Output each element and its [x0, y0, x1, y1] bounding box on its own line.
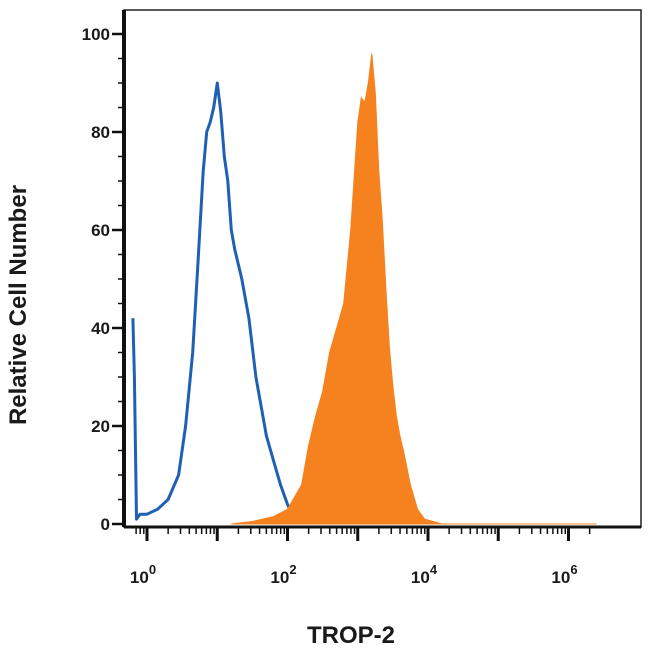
x-tick-label: 104: [411, 562, 438, 587]
y-tick-label: 40: [91, 319, 110, 338]
x-tick-base: 10: [270, 568, 289, 587]
x-tick-exponent: 2: [289, 562, 296, 577]
x-tick-label: 102: [270, 562, 296, 587]
x-tick-exponent: 6: [570, 562, 577, 577]
x-axis-title: TROP-2: [307, 622, 395, 649]
series-layer: [131, 53, 597, 525]
x-tick-base: 10: [411, 568, 430, 587]
series-1-filled-histogram: [231, 53, 597, 525]
y-tick-label: 80: [91, 123, 110, 142]
y-tick-label: 0: [101, 515, 110, 534]
x-tick-base: 10: [551, 568, 570, 587]
y-tick-label: 60: [91, 221, 110, 240]
x-tick-label: 100: [130, 562, 156, 587]
series-0-line-histogram: [131, 81, 296, 521]
y-tick-label: 100: [82, 25, 110, 44]
y-axis-title: Relative Cell Number: [5, 185, 32, 425]
x-tick-base: 10: [130, 568, 149, 587]
y-tick-label: 20: [91, 417, 110, 436]
x-tick-label: 106: [551, 562, 577, 587]
x-tick-exponent: 4: [430, 562, 438, 577]
x-tick-exponent: 0: [149, 562, 156, 577]
